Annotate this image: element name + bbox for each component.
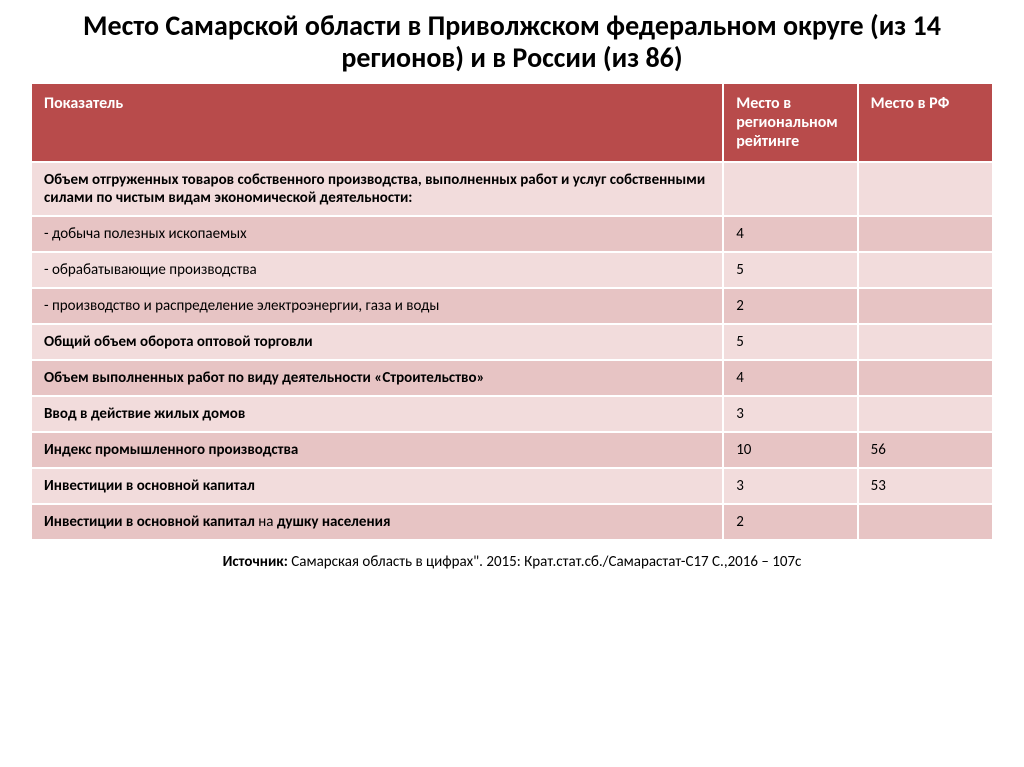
table-row: - обрабатывающие производства5 [32, 252, 992, 288]
cell-rf-rank [858, 360, 992, 396]
cell-rf-rank [858, 324, 992, 360]
cell-indicator: Инвестиции в основной капитал [32, 468, 723, 504]
table-row: Инвестиции в основной капитал353 [32, 468, 992, 504]
cell-regional-rank: 3 [723, 396, 857, 432]
col-header-regional: Место в региональном рейтинге [723, 84, 857, 162]
cell-indicator: - добыча полезных ископаемых [32, 216, 723, 252]
table-row: - добыча полезных ископаемых4 [32, 216, 992, 252]
cell-rf-rank: 56 [858, 432, 992, 468]
slide-title: Место Самарской области в Приволжском фе… [32, 10, 992, 74]
cell-rf-rank [858, 216, 992, 252]
table-row: - производство и распределение электроэн… [32, 288, 992, 324]
cell-regional-rank: 4 [723, 216, 857, 252]
table-row: Ввод в действие жилых домов3 [32, 396, 992, 432]
table-row: Инвестиции в основной капитал на душку н… [32, 504, 992, 539]
cell-rf-rank [858, 288, 992, 324]
cell-regional-rank: 2 [723, 504, 857, 539]
cell-indicator: - производство и распределение электроэн… [32, 288, 723, 324]
ranking-table: Показатель Место в региональном рейтинге… [32, 84, 992, 539]
cell-indicator: Индекс промышленного производства [32, 432, 723, 468]
cell-regional-rank: 3 [723, 468, 857, 504]
cell-rf-rank: 53 [858, 468, 992, 504]
table-row: Объем выполненных работ по виду деятельн… [32, 360, 992, 396]
cell-rf-rank [858, 252, 992, 288]
cell-rf-rank [858, 162, 992, 216]
cell-regional-rank: 4 [723, 360, 857, 396]
table-row: Индекс промышленного производства1056 [32, 432, 992, 468]
table-header-row: Показатель Место в региональном рейтинге… [32, 84, 992, 162]
cell-indicator: - обрабатывающие производства [32, 252, 723, 288]
cell-indicator: Объем отгруженных товаров собственного п… [32, 162, 723, 216]
cell-regional-rank: 2 [723, 288, 857, 324]
cell-indicator: Общий объем оборота оптовой торговли [32, 324, 723, 360]
table-row: Общий объем оборота оптовой торговли5 [32, 324, 992, 360]
source-line: Источник: Самарская область в цифрах". 2… [32, 553, 992, 571]
cell-regional-rank [723, 162, 857, 216]
source-text: Самарская область в цифрах". 2015: Крат.… [291, 553, 801, 571]
cell-regional-rank: 10 [723, 432, 857, 468]
source-prefix: Источник: [223, 553, 292, 571]
cell-indicator: Ввод в действие жилых домов [32, 396, 723, 432]
cell-indicator: Объем выполненных работ по виду деятельн… [32, 360, 723, 396]
cell-regional-rank: 5 [723, 252, 857, 288]
cell-indicator: Инвестиции в основной капитал на душку н… [32, 504, 723, 539]
cell-regional-rank: 5 [723, 324, 857, 360]
table-row: Объем отгруженных товаров собственного п… [32, 162, 992, 216]
col-header-indicator: Показатель [32, 84, 723, 162]
cell-rf-rank [858, 396, 992, 432]
cell-rf-rank [858, 504, 992, 539]
col-header-rf: Место в РФ [858, 84, 992, 162]
